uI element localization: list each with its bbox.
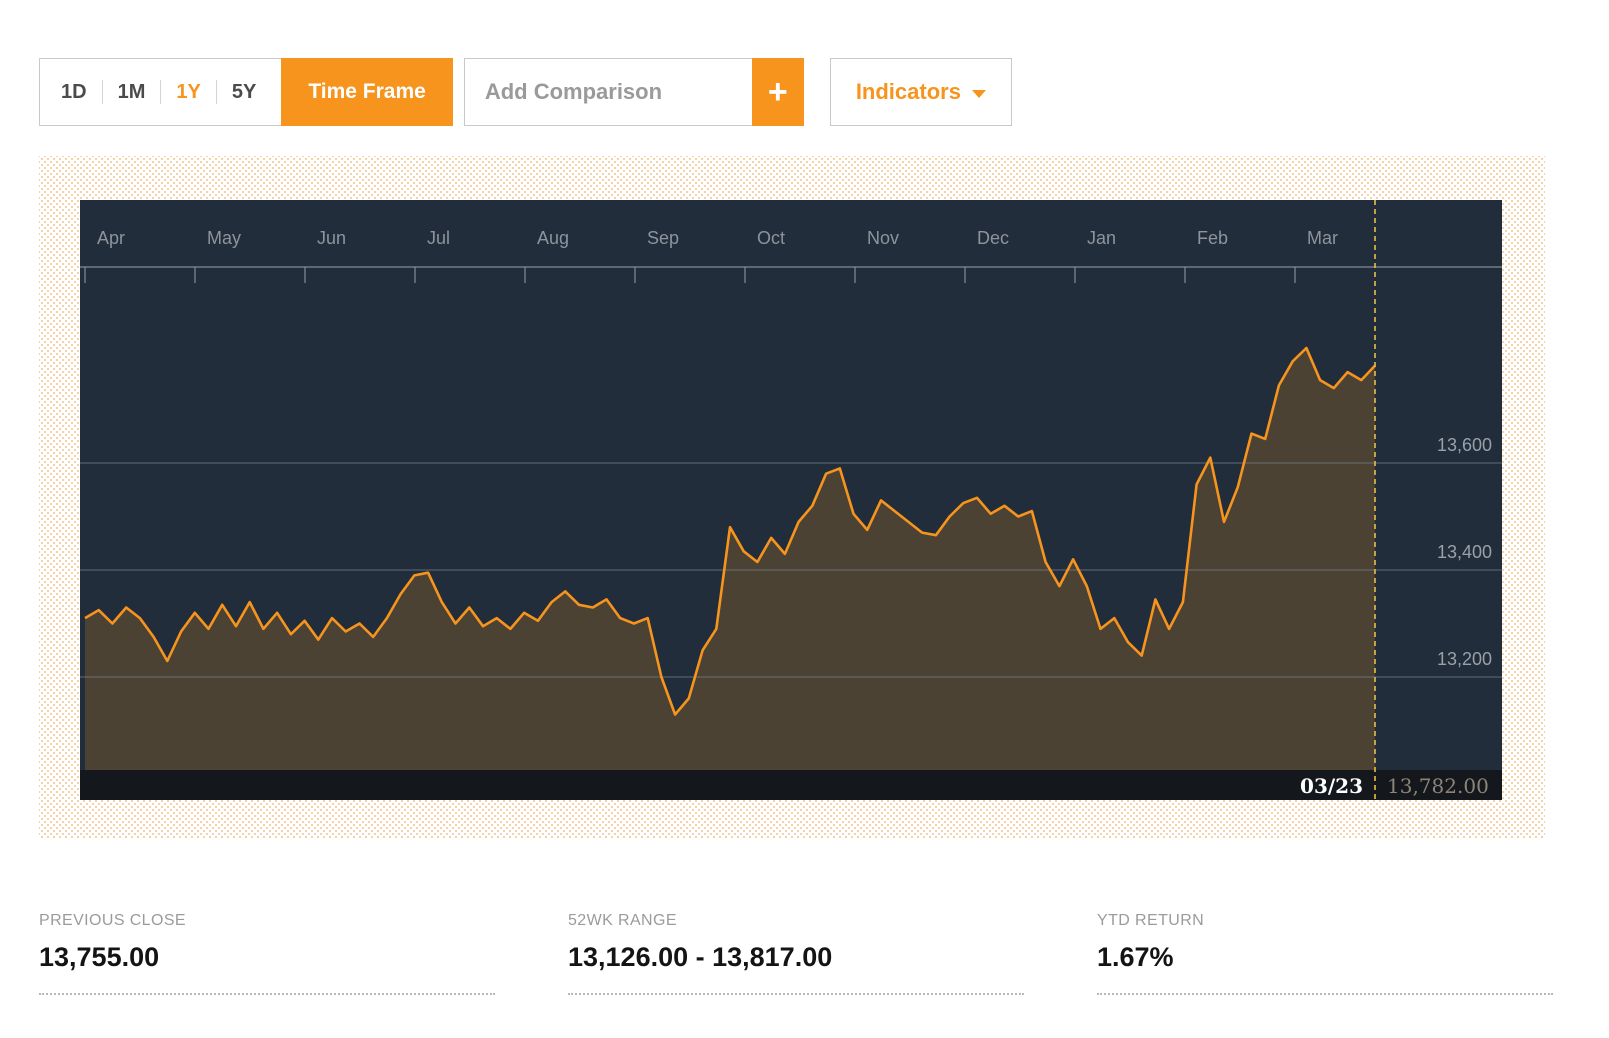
x-axis-label: May (207, 228, 241, 248)
indicators-button[interactable]: Indicators (829, 58, 1012, 126)
x-axis-label: Jun (317, 228, 346, 248)
x-axis-label: Sep (647, 228, 679, 248)
x-axis-label: Nov (867, 228, 899, 248)
stat-label: YTD RETURN (1097, 912, 1205, 929)
stat-ytd-return: YTD RETURN 1.67% (1097, 912, 1553, 995)
stat-value: 1.67% (1097, 942, 1174, 972)
stats-row: PREVIOUS CLOSE 13,755.00 52WK RANGE 13,1… (39, 912, 1553, 995)
x-axis-label: Oct (757, 228, 785, 248)
add-comparison-input[interactable] (464, 79, 755, 105)
x-axis-label: Jan (1087, 228, 1116, 248)
x-axis-label: Aug (537, 228, 569, 248)
cursor-date: 03/23 (1300, 774, 1363, 798)
timeframe-1m-button[interactable]: 1M (103, 59, 161, 125)
price-area (85, 348, 1375, 770)
chevron-down-icon (971, 89, 986, 98)
chart-background (80, 200, 1502, 800)
x-axis-label: Mar (1307, 228, 1338, 248)
x-axis-label: Dec (977, 228, 1009, 248)
timeframe-group: 1D 1M 1Y 5Y Time Frame (39, 58, 453, 126)
y-axis-label: 13,200 (1437, 649, 1492, 669)
stat-52wk-range: 52WK RANGE 13,126.00 - 13,817.00 (568, 912, 1024, 995)
stat-value: 13,126.00 - 13,817.00 (568, 942, 833, 972)
divider (160, 80, 162, 104)
divider (215, 80, 217, 104)
divider (101, 80, 103, 104)
indicators-label: Indicators (855, 79, 961, 104)
x-axis-label: Apr (97, 228, 125, 248)
add-comparison-box: + (463, 58, 804, 126)
stat-label: PREVIOUS CLOSE (39, 912, 186, 929)
price-chart-svg[interactable]: 13,600 13,400 13,200 Apr May Jun Jul Aug Sep Oct N… (80, 200, 1502, 800)
chart-panel: 13,600 13,400 13,200 Apr May Jun Jul Aug Sep Oct N… (39, 156, 1545, 838)
dotted-rule (568, 993, 1024, 995)
timeframe-1y-button[interactable]: 1Y (161, 59, 215, 125)
stat-label: 52WK RANGE (568, 912, 677, 929)
x-axis-label: Jul (427, 228, 450, 248)
price-line (84, 346, 1376, 716)
stat-previous-close: PREVIOUS CLOSE 13,755.00 (39, 912, 495, 995)
y-axis-label: 13,600 (1437, 435, 1492, 455)
timeframe-1d-button[interactable]: 1D (46, 59, 102, 125)
stat-value: 13,755.00 (39, 942, 160, 972)
x-axis-label: Feb (1197, 228, 1228, 248)
cursor-strip (80, 770, 1502, 800)
dotted-rule (39, 993, 495, 995)
time-frame-button[interactable]: Time Frame (281, 58, 453, 126)
add-comparison-plus-button[interactable]: + (751, 58, 804, 126)
dotted-rule (1097, 993, 1553, 995)
cursor-value: 13,782.00 (1387, 774, 1489, 798)
y-axis-label: 13,400 (1437, 542, 1492, 562)
chart-toolbar: 1D 1M 1Y 5Y Time Frame + Indicators (39, 58, 1012, 126)
timeframe-5y-button[interactable]: 5Y (217, 59, 271, 125)
